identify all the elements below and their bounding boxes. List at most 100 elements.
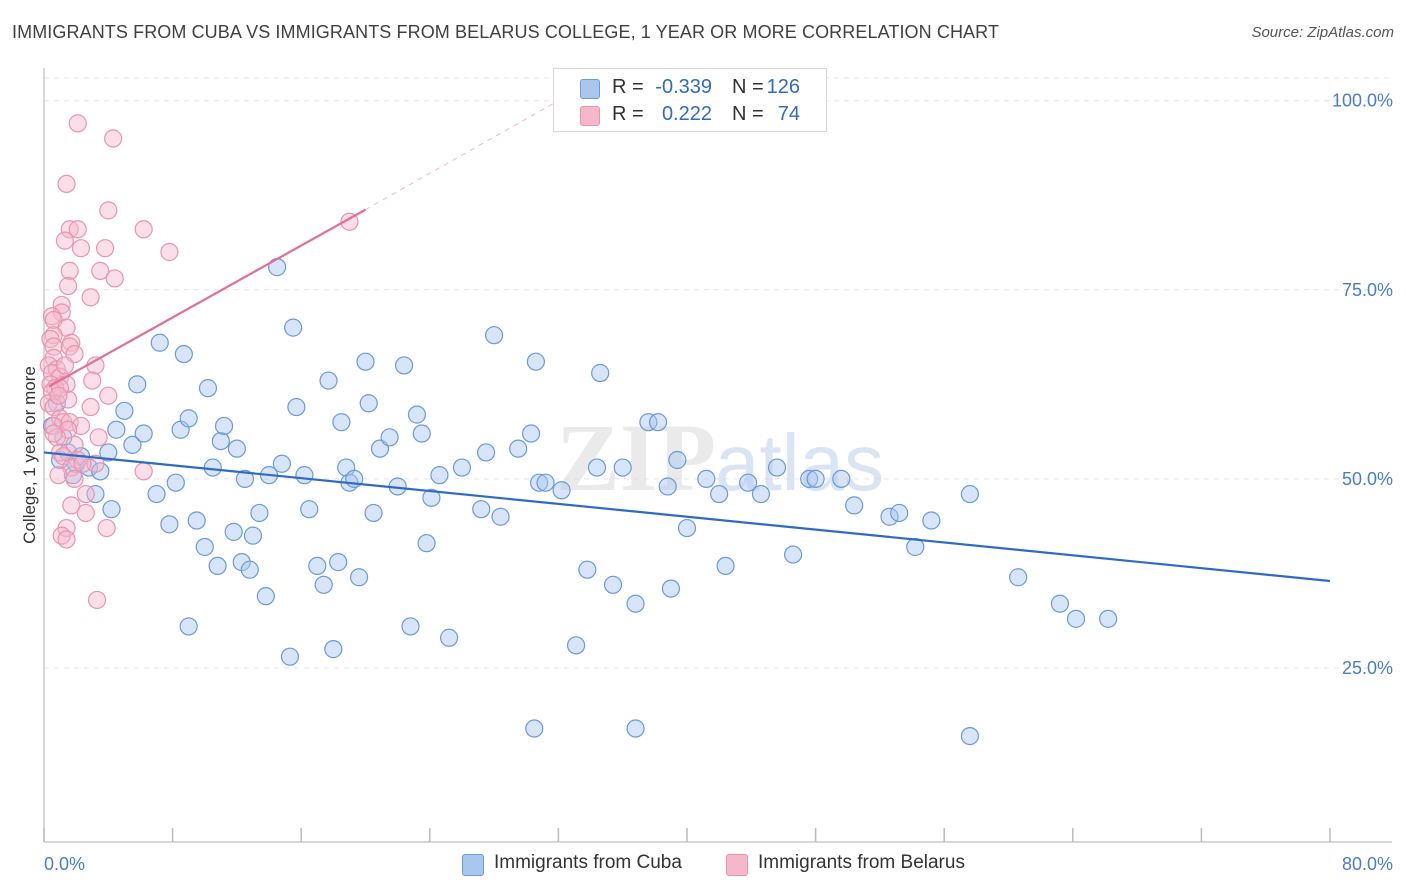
belarus-point xyxy=(134,462,153,481)
cuba-point xyxy=(661,579,681,598)
cuba-point xyxy=(552,481,571,500)
belarus-point xyxy=(65,435,84,454)
cuba-point xyxy=(407,405,427,424)
belarus-point xyxy=(76,484,95,504)
cuba-point xyxy=(922,511,941,530)
legend-swatch-cuba xyxy=(580,79,600,99)
cuba-point xyxy=(203,458,222,477)
cuba-point xyxy=(738,473,758,492)
cuba-point xyxy=(626,719,645,738)
cuba-point xyxy=(422,488,441,507)
cuba-point xyxy=(380,428,399,447)
cuba-point xyxy=(359,394,378,413)
legend-swatch-belarus xyxy=(726,854,748,876)
cuba-point xyxy=(102,500,121,519)
legend-swatch-cuba xyxy=(462,854,484,876)
cuba-point xyxy=(227,439,246,458)
cuba-point xyxy=(832,469,851,489)
cuba-point xyxy=(697,469,716,489)
cuba-point xyxy=(525,719,544,738)
r-value: -0.339 xyxy=(655,76,712,98)
cuba-point xyxy=(195,537,214,557)
cuba-point xyxy=(394,356,414,375)
cuba-point xyxy=(530,473,549,492)
cuba-point xyxy=(198,379,218,398)
belarus-point xyxy=(49,466,68,485)
belarus-point xyxy=(87,590,107,610)
cuba-point xyxy=(845,496,864,515)
cuba-point xyxy=(710,484,729,504)
cuba-point xyxy=(240,560,259,579)
cuba-point xyxy=(174,344,193,364)
cuba-point xyxy=(250,503,269,523)
cuba-point xyxy=(1066,609,1086,628)
belarus-point xyxy=(99,201,118,220)
belarus-point xyxy=(160,242,179,262)
cuba-point xyxy=(716,556,735,576)
cuba-point xyxy=(485,326,504,345)
cuba-point xyxy=(452,458,472,477)
legend-row-cuba: R = -0.339 N = 126 xyxy=(554,73,826,101)
legend-label-cuba: Immigrants from Cuba xyxy=(494,852,682,873)
cuba-point xyxy=(295,466,314,485)
cuba-point xyxy=(300,500,319,519)
cuba-point xyxy=(491,507,510,526)
belarus-point xyxy=(105,269,124,288)
belarus-point xyxy=(134,220,153,239)
cuba-point xyxy=(235,469,255,489)
cuba-point xyxy=(472,500,491,519)
belarus-point xyxy=(91,261,110,280)
cuba-point xyxy=(783,545,803,564)
belarus-point xyxy=(76,503,95,523)
cuba-point xyxy=(211,431,230,451)
cuba-point xyxy=(332,413,351,432)
cuba-point xyxy=(356,352,375,371)
cuba-point xyxy=(134,424,153,443)
cuba-point xyxy=(658,477,677,496)
cuba-point xyxy=(566,636,586,655)
n-value: 74 xyxy=(777,103,800,125)
legend-swatch-belarus xyxy=(580,106,600,126)
belarus-point xyxy=(97,518,116,538)
cuba-point xyxy=(150,333,169,352)
cuba-point xyxy=(430,466,449,485)
watermark: ZIP atlas xyxy=(556,404,884,511)
tick-labels: 25.0% 50.0% 75.0% 100.0% 0.0% 80.0% xyxy=(44,91,1393,874)
watermark-zip: ZIP xyxy=(556,404,716,511)
belarus-point xyxy=(71,239,91,258)
cuba-point xyxy=(224,522,243,541)
belarus-point xyxy=(65,469,84,489)
cuba-point xyxy=(256,587,275,606)
belarus-point xyxy=(62,496,81,515)
cuba-point xyxy=(280,647,300,666)
cuba-point xyxy=(272,454,292,473)
cuba-point xyxy=(536,473,555,492)
belarus-point xyxy=(59,276,78,296)
belarus-point xyxy=(57,530,76,549)
belarus-point xyxy=(89,428,108,447)
cuba-point xyxy=(147,484,166,504)
cuba-point xyxy=(880,507,899,526)
y-tick-label: 25.0% xyxy=(1342,658,1393,678)
cuba-point xyxy=(324,640,343,659)
series-legend: Immigrants from Cuba Immigrants from Bel… xyxy=(0,852,1406,878)
cuba-point xyxy=(123,435,142,454)
belarus-point xyxy=(104,129,123,148)
x-tick-label: 80.0% xyxy=(1342,854,1393,874)
cuba-point xyxy=(648,413,668,432)
belarus-point xyxy=(49,386,68,405)
cuba-point xyxy=(319,371,338,390)
x-tick-label: 0.0% xyxy=(44,854,85,874)
cuba-point xyxy=(591,363,610,383)
cuba-point xyxy=(677,518,697,538)
correlation-legend: R = -0.339 N = 126 R = 0.222 N = 74 xyxy=(553,68,827,132)
legend-label-belarus: Immigrants from Belarus xyxy=(758,852,965,873)
cuba-point xyxy=(890,503,909,523)
belarus-point xyxy=(81,397,100,417)
cuba-point xyxy=(187,511,206,530)
belarus-point xyxy=(55,356,74,375)
cuba-point xyxy=(613,458,632,477)
gridlines xyxy=(44,77,1390,669)
cuba-point xyxy=(314,575,333,594)
